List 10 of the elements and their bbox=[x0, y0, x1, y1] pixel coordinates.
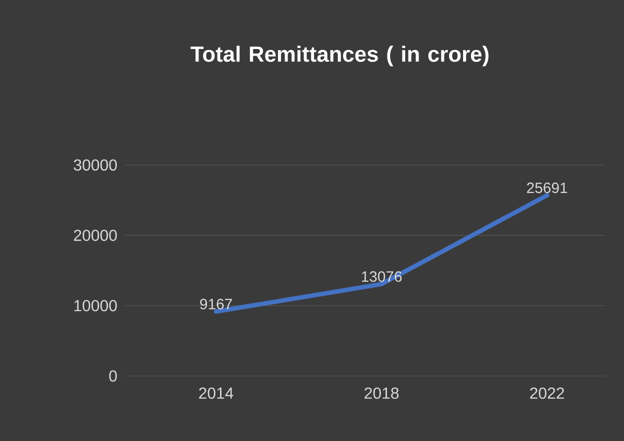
data-label: 9167 bbox=[200, 298, 232, 310]
y-tick-label: 20000 bbox=[74, 230, 117, 241]
x-tick-label: 2018 bbox=[364, 388, 399, 399]
y-tick-label: 0 bbox=[109, 370, 117, 382]
data-label: 25691 bbox=[527, 182, 568, 194]
chart-title: Total Remittances ( in crore) bbox=[190, 46, 488, 66]
y-tick-label: 30000 bbox=[74, 159, 117, 171]
y-tick-label: 10000 bbox=[74, 300, 117, 312]
x-tick-label: 2014 bbox=[199, 388, 234, 399]
x-tick-label: 2022 bbox=[530, 388, 564, 399]
